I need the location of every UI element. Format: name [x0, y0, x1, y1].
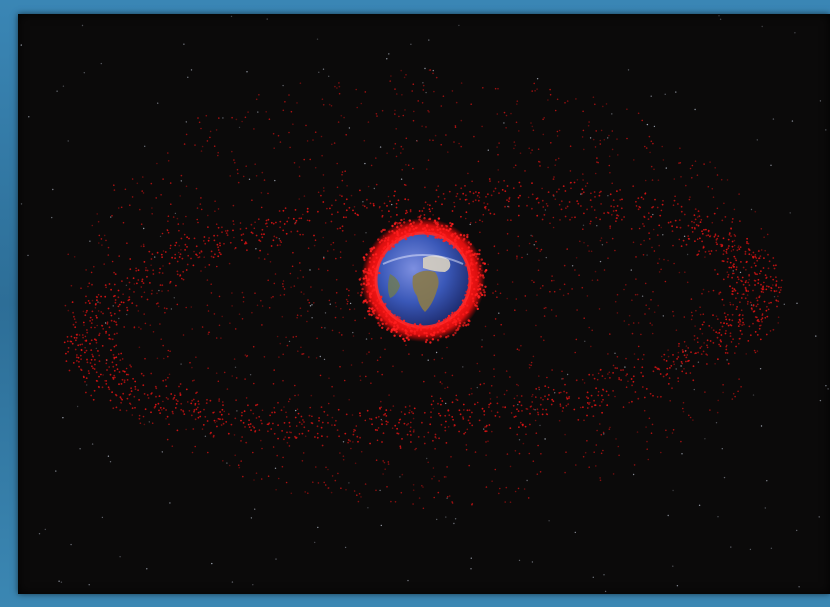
- scattered-debris: [64, 69, 782, 510]
- debris-scene: [20, 15, 829, 593]
- earth-globe: [374, 231, 472, 329]
- debris-near-earth: [358, 215, 488, 344]
- star-field: [20, 15, 829, 593]
- space-view: [18, 14, 830, 594]
- geo-debris-ring: [63, 178, 783, 449]
